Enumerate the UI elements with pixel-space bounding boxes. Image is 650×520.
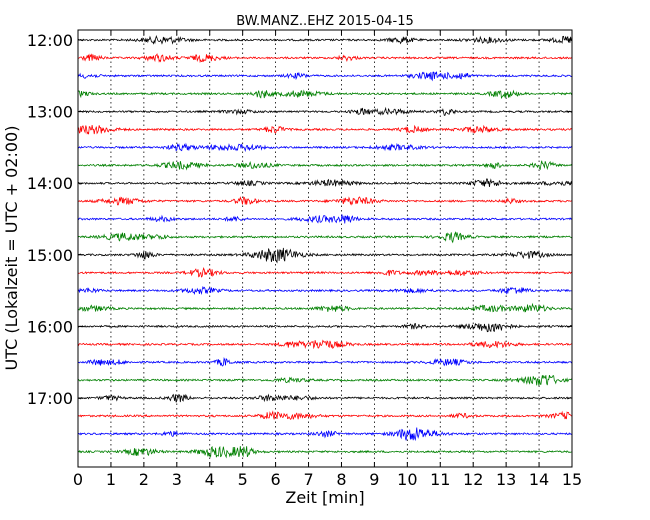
y-tick-label: 14:00 <box>27 174 73 193</box>
x-tick-label: 9 <box>369 470 379 489</box>
x-axis-label: Zeit [min] <box>285 488 364 507</box>
trace-line <box>77 214 573 224</box>
x-tick-label: 1 <box>106 470 116 489</box>
trace-line <box>77 247 573 264</box>
x-tick-label: 0 <box>73 470 83 489</box>
trace-line <box>77 374 573 386</box>
trace-line <box>77 231 573 244</box>
trace-line <box>77 302 573 313</box>
x-tick-label: 10 <box>397 470 417 489</box>
y-tick-label: 12:00 <box>27 31 73 50</box>
trace-lines <box>77 34 573 459</box>
trace-line <box>77 410 573 420</box>
y-tick-label: 17:00 <box>27 389 73 408</box>
trace-line <box>77 178 573 188</box>
trace-line <box>77 196 573 206</box>
trace-line <box>77 124 573 135</box>
grid-lines <box>110 30 540 467</box>
trace-line <box>77 339 573 350</box>
x-tick-label: 15 <box>562 470 582 489</box>
trace-line <box>77 393 573 403</box>
x-tick-label: 6 <box>271 470 281 489</box>
axis-ticks: 0 1 2 3 4 5 6 7 8 9 10 11 12 13 14 1512:0013:0014:0015:… <box>27 30 582 489</box>
trace-line <box>77 53 573 64</box>
x-tick-label: 8 <box>336 470 346 489</box>
trace-line <box>77 89 573 100</box>
x-tick-label: 5 <box>238 470 248 489</box>
trace-line <box>77 71 573 82</box>
x-tick-label: 14 <box>529 470 549 489</box>
y-axis-label: UTC (Lokalzeit = UTC + 02:00) <box>2 126 21 371</box>
plot-frame <box>77 29 573 468</box>
trace-line <box>77 106 573 116</box>
trace-line <box>77 160 573 171</box>
x-tick-label: 7 <box>303 470 313 489</box>
x-tick-label: 13 <box>496 470 516 489</box>
y-tick-label: 15:00 <box>27 246 73 265</box>
x-tick-label: 2 <box>139 470 149 489</box>
x-tick-label: 3 <box>172 470 182 489</box>
trace-line <box>77 322 573 333</box>
trace-line <box>77 267 573 278</box>
trace-line <box>77 427 573 442</box>
trace-line <box>77 34 573 45</box>
trace-line <box>77 445 573 459</box>
x-tick-label: 11 <box>430 470 450 489</box>
y-tick-label: 13:00 <box>27 103 73 122</box>
chart-title: BW.MANZ..EHZ 2015-04-15 <box>236 14 414 29</box>
trace-line <box>77 357 573 367</box>
x-tick-label: 12 <box>463 470 483 489</box>
y-tick-label: 16:00 <box>27 317 73 336</box>
x-tick-label: 4 <box>205 470 215 489</box>
trace-line <box>77 142 573 153</box>
trace-line <box>77 285 573 295</box>
